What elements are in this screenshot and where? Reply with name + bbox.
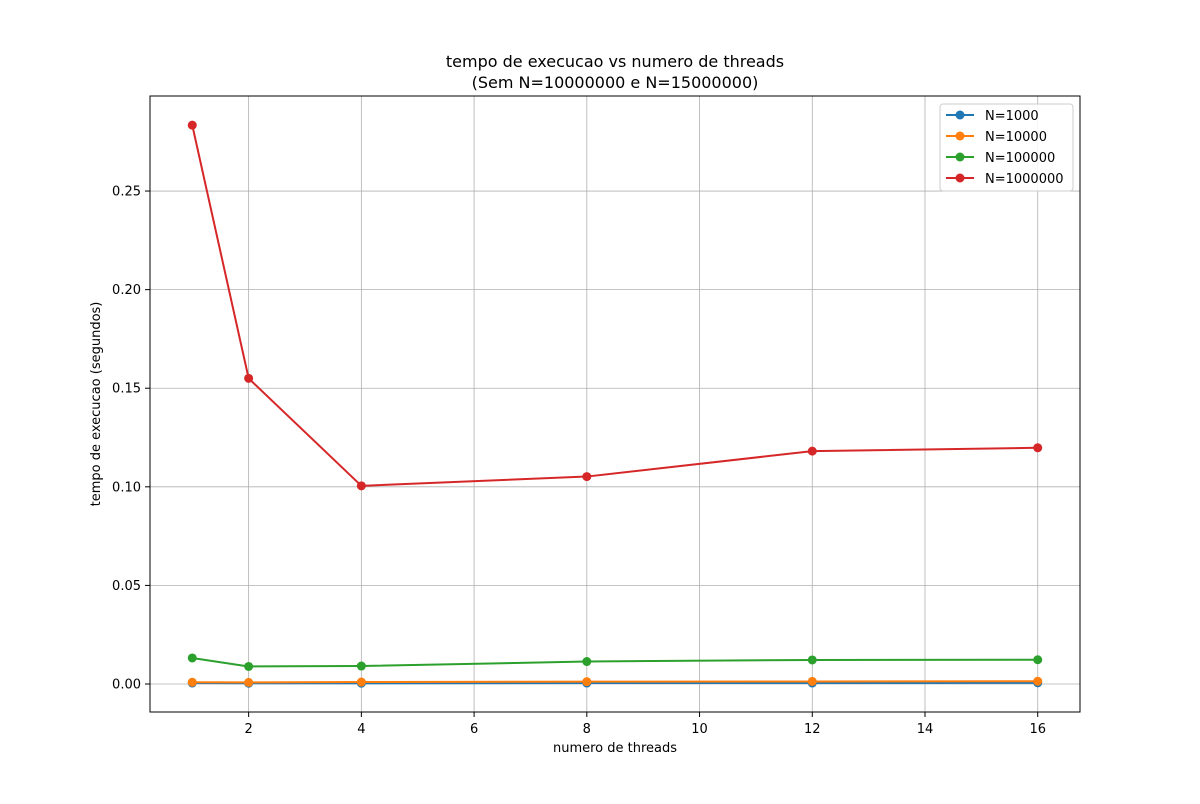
data-point	[188, 121, 197, 130]
data-point	[244, 662, 253, 671]
series-line-1	[192, 681, 1037, 682]
x-tick-label: 16	[1029, 722, 1046, 737]
legend-swatch-marker	[956, 174, 965, 183]
data-point	[357, 481, 366, 490]
x-tick-label: 6	[470, 722, 478, 737]
y-tick-label: 0.20	[112, 283, 141, 298]
chart-title: tempo de execucao vs numero de threads	[446, 52, 784, 71]
y-tick-label: 0.05	[112, 579, 141, 594]
data-point	[244, 374, 253, 383]
x-tick-label: 4	[357, 722, 365, 737]
data-point	[582, 657, 591, 666]
y-tick-label: 0.10	[112, 480, 141, 495]
legend-label: N=1000000	[985, 172, 1064, 187]
x-tick-label: 8	[583, 722, 591, 737]
x-tick-label: 14	[917, 722, 934, 737]
y-axis-label: tempo de execucao (segundos)	[89, 302, 104, 507]
legend-swatch-marker	[956, 153, 965, 162]
data-point	[582, 677, 591, 686]
x-axis-label: numero de threads	[553, 741, 677, 756]
y-tick-label: 0.25	[112, 185, 141, 200]
x-tick-label: 12	[804, 722, 821, 737]
data-point	[808, 655, 817, 664]
data-point	[1033, 655, 1042, 664]
y-tick-label: 0.15	[112, 382, 141, 397]
chart-subtitle: (Sem N=10000000 e N=15000000)	[472, 73, 759, 92]
legend-swatch-marker	[956, 111, 965, 120]
y-tick-label: 0.00	[112, 678, 141, 693]
data-point	[188, 653, 197, 662]
data-point	[244, 678, 253, 687]
x-tick-label: 10	[691, 722, 708, 737]
data-point	[582, 472, 591, 481]
data-point	[188, 678, 197, 687]
legend-swatch-marker	[956, 132, 965, 141]
legend: N=1000 N=10000 N=100000 N=1000000	[940, 104, 1073, 191]
data-point	[1033, 677, 1042, 686]
legend-label: N=10000	[985, 130, 1047, 145]
data-point	[808, 677, 817, 686]
data-point	[357, 678, 366, 687]
data-point	[357, 662, 366, 671]
x-tick-label: 2	[244, 722, 252, 737]
data-point	[808, 447, 817, 456]
legend-label: N=100000	[985, 151, 1055, 166]
legend-label: N=1000	[985, 109, 1039, 124]
data-point	[1033, 443, 1042, 452]
